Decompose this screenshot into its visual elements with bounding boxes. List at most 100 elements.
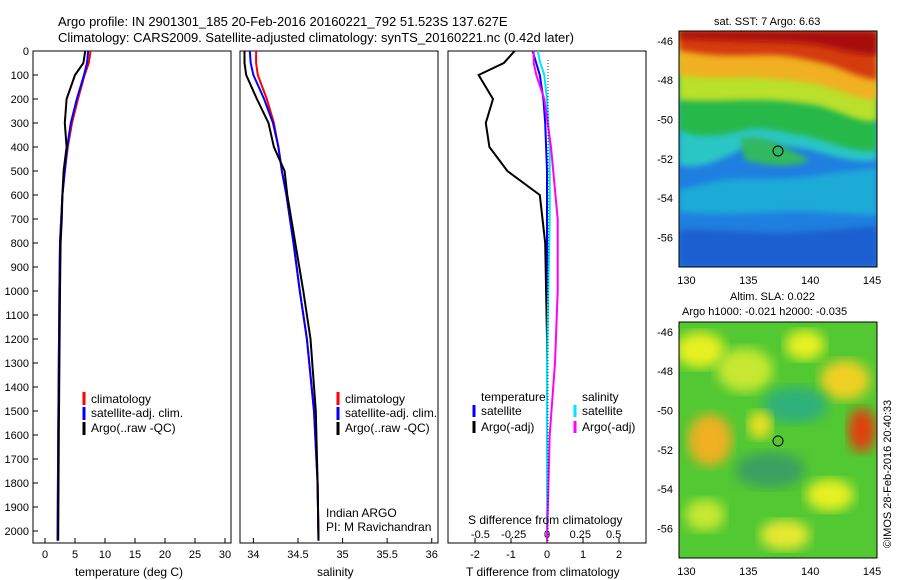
depth-axis: 0 100 200 300 400 500 600 700 800 900 1000 1100 1200… bbox=[5, 46, 38, 538]
sal-legend-sat: satellite-adj. clim. bbox=[345, 406, 437, 420]
map-lat-label: -50 bbox=[657, 406, 673, 418]
map-lon-label: 140 bbox=[801, 275, 819, 287]
diff-legend-head-t: temperature bbox=[481, 390, 546, 404]
temp-legend-clim: climatology bbox=[91, 392, 151, 406]
map-lon-label: 135 bbox=[739, 566, 757, 578]
depth-tick-label: 1800 bbox=[5, 478, 29, 490]
diff-legend-head-s: salinity bbox=[582, 390, 619, 404]
x-tick-label: 35 bbox=[336, 549, 348, 561]
x-tick-label: 25 bbox=[189, 549, 201, 561]
diff-x-axis: -2 -1 0 1 2-0.5 -0.25 0 0.25 0.5 bbox=[470, 529, 622, 561]
x-tick-label: 34 bbox=[247, 549, 259, 561]
x-tick-label: -2 bbox=[470, 549, 480, 561]
profile-line-2 bbox=[243, 51, 320, 541]
map-lon-label: 130 bbox=[677, 566, 695, 578]
x-tick-label: 0 bbox=[42, 549, 48, 561]
s-diff-tick-label: 0.25 bbox=[570, 529, 591, 541]
profile-line-0 bbox=[56, 50, 92, 541]
sla-map-image bbox=[679, 322, 877, 558]
temp-panel-frame bbox=[32, 50, 232, 544]
map-lon-label: 145 bbox=[863, 566, 881, 578]
temp-legend: climatology satellite-adj. clim. Argo(..… bbox=[82, 392, 183, 435]
diff-legend-sargo: Argo(-adj) bbox=[582, 420, 635, 434]
depth-tick-label: 500 bbox=[11, 166, 29, 178]
profile-line-1 bbox=[477, 50, 548, 541]
depth-tick-label: 1000 bbox=[5, 286, 29, 298]
temp-x-axis: 0 5 10 15 20 25 30 bbox=[42, 538, 231, 561]
depth-tick-label: 1300 bbox=[5, 358, 29, 370]
depth-tick-label: 1700 bbox=[5, 454, 29, 466]
sal-note-program: Indian ARGO bbox=[326, 506, 397, 520]
temp-profile-lines bbox=[56, 50, 92, 541]
x-tick-label: -1 bbox=[506, 549, 516, 561]
profile-line-0 bbox=[531, 50, 548, 541]
depth-tick-label: 900 bbox=[11, 262, 29, 274]
map-lon-label: 130 bbox=[677, 275, 695, 287]
sla-map-frame bbox=[678, 321, 878, 559]
profile-line-1 bbox=[248, 50, 320, 541]
profile-line-3 bbox=[532, 51, 559, 541]
sal-profile-lines bbox=[243, 50, 320, 541]
x-tick-label: 35.5 bbox=[376, 549, 397, 561]
sst-argo-marker bbox=[772, 145, 784, 157]
map-lat-label: -46 bbox=[657, 327, 673, 339]
profile-line-1 bbox=[56, 50, 90, 541]
footer-stamp: ©IMOS 28-Feb-2016 20:40:33 bbox=[882, 400, 894, 548]
sal-legend-argo: Argo(..raw -QC) bbox=[345, 421, 430, 435]
profile-line-0 bbox=[255, 51, 320, 541]
x-tick-label: 15 bbox=[129, 549, 141, 561]
x-tick-label: 10 bbox=[99, 549, 111, 561]
sal-note-pi: PI: M Ravichandran bbox=[326, 520, 431, 534]
map-lat-label: -56 bbox=[657, 524, 673, 536]
map-lon-label: 140 bbox=[801, 566, 819, 578]
temp-xlabel: temperature (deg C) bbox=[75, 565, 183, 579]
map-lat-label: -48 bbox=[657, 366, 673, 378]
sst-map-axes: -46 -48 -50 -52 -54 -56 130 135 140 145 bbox=[657, 36, 881, 287]
depth-tick-label: 0 bbox=[23, 46, 29, 58]
depth-tick-label: 1900 bbox=[5, 502, 29, 514]
depth-tick-label: 100 bbox=[11, 70, 29, 82]
x-tick-label: 36 bbox=[426, 549, 438, 561]
x-tick-label: 34.5 bbox=[287, 549, 308, 561]
depth-tick-label: 400 bbox=[11, 142, 29, 154]
sst-map-title: sat. SST: 7 Argo: 6.63 bbox=[714, 16, 820, 28]
depth-tick-label: 1500 bbox=[5, 406, 29, 418]
map-lon-label: 145 bbox=[863, 275, 881, 287]
depth-tick-label: 700 bbox=[11, 214, 29, 226]
sla-argo-marker bbox=[772, 435, 784, 447]
depth-tick-label: 300 bbox=[11, 118, 29, 130]
s-diff-tick-label: 0.5 bbox=[606, 529, 621, 541]
s-diff-tick-label: -0.25 bbox=[501, 529, 526, 541]
diff-legend-ssat: satellite bbox=[582, 404, 623, 418]
x-tick-label: 2 bbox=[616, 549, 622, 561]
sst-map-frame bbox=[678, 30, 878, 268]
depth-tick-label: 800 bbox=[11, 238, 29, 250]
sal-x-axis: 34 34.5 35 35.5 36 bbox=[247, 538, 438, 561]
diff-xlabel-top: S difference from climatology bbox=[468, 513, 623, 527]
map-lat-label: -54 bbox=[657, 484, 673, 496]
x-tick-label: 0 bbox=[544, 549, 550, 561]
sal-legend: climatology satellite-adj. clim. Argo(..… bbox=[326, 392, 437, 534]
temp-legend-argo: Argo(..raw -QC) bbox=[91, 421, 176, 435]
x-tick-label: 5 bbox=[72, 549, 78, 561]
map-lat-label: -52 bbox=[657, 445, 673, 457]
temp-legend-sat: satellite-adj. clim. bbox=[91, 406, 183, 420]
x-tick-label: 30 bbox=[219, 549, 231, 561]
depth-tick-label: 200 bbox=[11, 94, 29, 106]
map-lat-label: -56 bbox=[657, 233, 673, 245]
sla-map-axes: -46 -48 -50 -52 -54 -56 130 135 140 145 bbox=[657, 327, 881, 578]
figure-title-line2: Climatology: CARS2009. Satellite-adjuste… bbox=[58, 30, 574, 45]
map-lon-label: 135 bbox=[739, 275, 757, 287]
diff-xlabel: T difference from climatology bbox=[466, 565, 620, 579]
figure-title-line1: Argo profile: IN 2901301_185 20-Feb-2016… bbox=[58, 14, 508, 29]
depth-tick-label: 1200 bbox=[5, 334, 29, 346]
x-tick-label: 1 bbox=[580, 549, 586, 561]
depth-tick-label: 1400 bbox=[5, 382, 29, 394]
depth-tick-label: 1600 bbox=[5, 430, 29, 442]
sla-map-title2: Argo h1000: -0.021 h2000: -0.035 bbox=[682, 306, 847, 318]
diff-legend-tsat: satellite bbox=[481, 404, 522, 418]
diff-legend-targo: Argo(-adj) bbox=[481, 420, 534, 434]
map-lat-label: -46 bbox=[657, 36, 673, 48]
depth-tick-label: 2000 bbox=[5, 526, 29, 538]
